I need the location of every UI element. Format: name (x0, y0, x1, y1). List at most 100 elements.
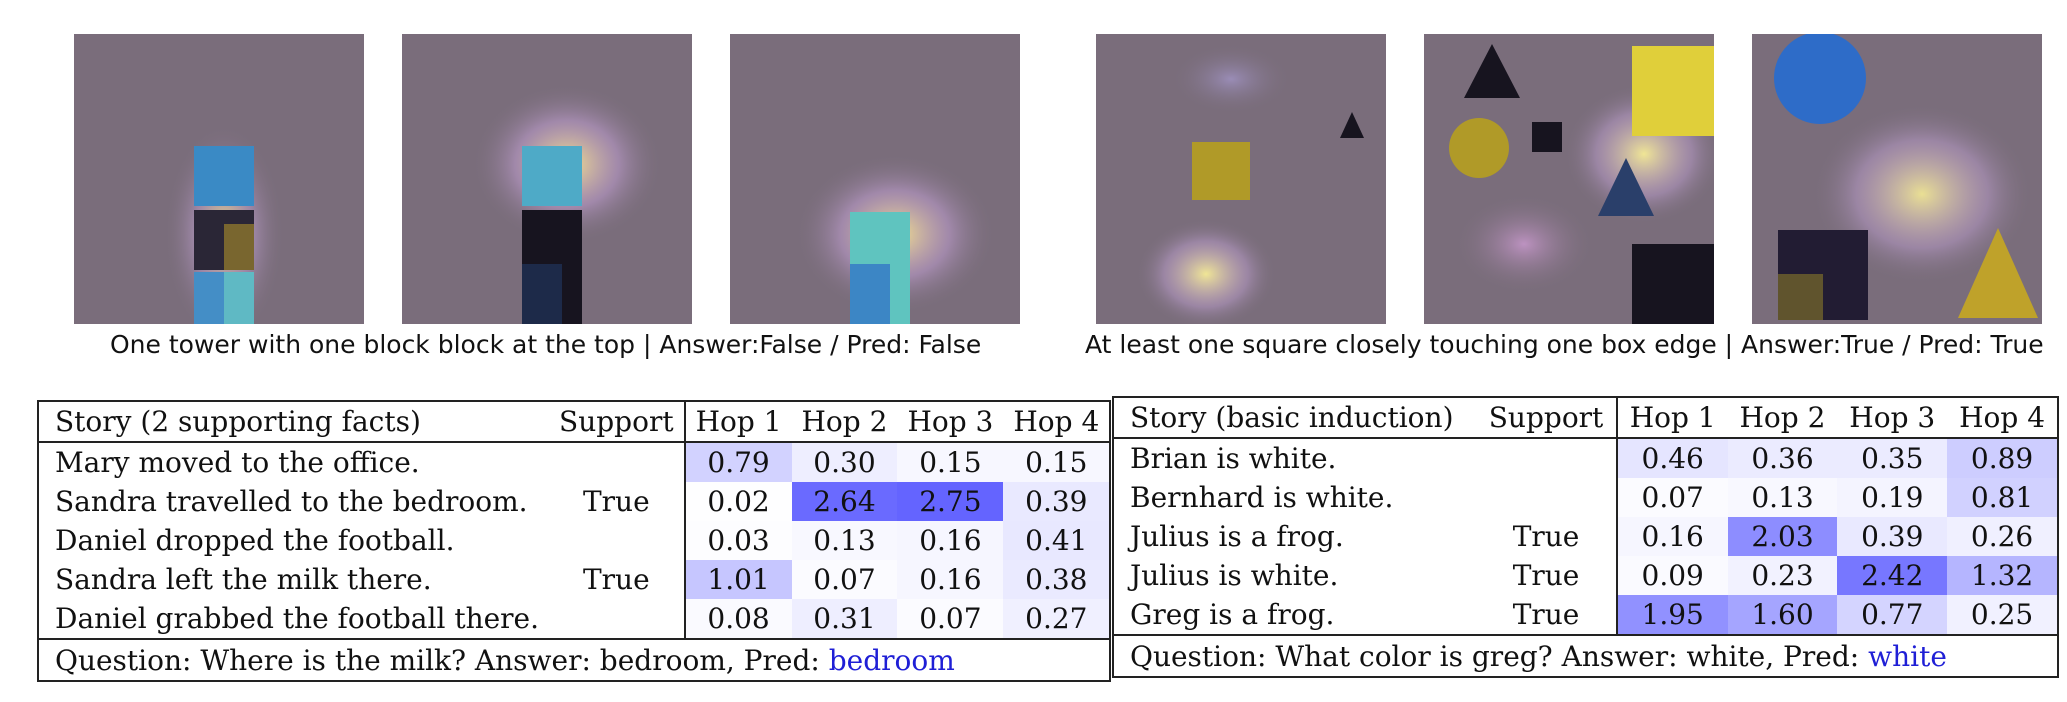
hop-cell: 1.95 (1615, 595, 1728, 635)
attention-panel-right-1 (1096, 34, 1386, 324)
support-cell (549, 442, 685, 482)
table-right: Story (basic induction) Support Hop 1 Ho… (1112, 396, 2059, 678)
hop-cell: 2.64 (791, 482, 898, 521)
header-support: Support (549, 401, 685, 443)
question-cell: Question: What color is greg? Answer: wh… (1113, 634, 2058, 677)
hop-cell: 0.09 (1615, 556, 1728, 595)
hop-cell: 0.19 (1837, 478, 1948, 517)
table-row: Sandra left the milk there. True 1.01 0.… (38, 560, 1111, 599)
hop-cell: 0.16 (897, 521, 1004, 560)
table-left: Story (2 supporting facts) Support Hop 1… (37, 400, 1112, 682)
attention-panel-right-3 (1752, 34, 2042, 324)
table-row: Daniel grabbed the football there. 0.08 … (38, 599, 1111, 639)
table-row: Daniel dropped the football. 0.03 0.13 0… (38, 521, 1111, 560)
story-cell: Julius is a frog. (1130, 520, 1344, 553)
header-hop-4: Hop 4 (1003, 401, 1111, 443)
story-cell: Bernhard is white. (1130, 481, 1394, 514)
prediction-text: bedroom (828, 643, 955, 677)
header-story: Story (basic induction) (1113, 397, 1477, 439)
question-row: Question: What color is greg? Answer: wh… (1113, 634, 2058, 677)
hop-cell: 0.25 (1947, 595, 2058, 635)
hop-cell: 0.81 (1947, 478, 2058, 517)
hop-cell: 0.77 (1837, 595, 1948, 635)
caption-left: One tower with one block block at the to… (110, 330, 982, 359)
hop-cell: 0.15 (1003, 442, 1111, 482)
header-story: Story (2 supporting facts) (38, 401, 550, 443)
hop-cell: 2.03 (1727, 517, 1838, 556)
hop-cell: 0.79 (683, 442, 792, 482)
prediction-text: white (1868, 639, 1947, 673)
hop-cell: 0.23 (1727, 556, 1838, 595)
story-cell: Julius is white. (1130, 559, 1339, 592)
hop-cell: 0.39 (1837, 517, 1948, 556)
header-hop-1: Hop 1 (1615, 397, 1728, 439)
header-hop-2: Hop 2 (1727, 397, 1838, 439)
hop-cell: 1.01 (683, 560, 792, 599)
attention-panel-right-2 (1424, 34, 1714, 324)
hop-cell: 0.39 (1003, 482, 1111, 521)
hop-cell: 0.15 (897, 442, 1004, 482)
table-header: Story (2 supporting facts) Support Hop 1… (38, 401, 1111, 443)
support-cell (1476, 438, 1617, 478)
hop-cell: 0.27 (1003, 599, 1111, 639)
attention-panel-left-3 (730, 34, 1020, 324)
hop-cell: 0.02 (683, 482, 792, 521)
table-row: Julius is white. True 0.09 0.23 2.42 1.3… (1113, 556, 2058, 595)
story-cell: Sandra travelled to the bedroom. (55, 485, 528, 518)
story-cell: Brian is white. (1130, 442, 1337, 475)
story-cell: Greg is a frog. (1130, 598, 1335, 631)
header-hop-1: Hop 1 (683, 401, 792, 443)
hop-cell: 0.08 (683, 599, 792, 639)
hop-cell: 0.07 (1615, 478, 1728, 517)
support-cell (549, 521, 685, 560)
header-hop-3: Hop 3 (1837, 397, 1948, 439)
question-row: Question: Where is the milk? Answer: bed… (38, 638, 1111, 681)
hop-cell: 0.16 (1615, 517, 1728, 556)
hop-cell: 0.07 (791, 560, 898, 599)
support-cell: True (1512, 598, 1580, 631)
story-cell: Daniel dropped the football. (55, 524, 455, 557)
hop-cell: 0.35 (1837, 438, 1948, 478)
attention-panel-left-1 (74, 34, 364, 324)
question-text: Question: Where is the milk? Answer: bed… (55, 643, 820, 677)
support-cell: True (1512, 559, 1580, 592)
hop-cell: 0.41 (1003, 521, 1111, 560)
header-hop-2: Hop 2 (791, 401, 898, 443)
support-cell (549, 599, 685, 639)
table-header: Story (basic induction) Support Hop 1 Ho… (1113, 397, 2058, 439)
support-cell: True (582, 563, 650, 596)
story-cell: Mary moved to the office. (55, 446, 420, 479)
table-row: Julius is a frog. True 0.16 2.03 0.39 0.… (1113, 517, 2058, 556)
hop-cell: 2.75 (897, 482, 1004, 521)
table-row: Sandra travelled to the bedroom. True 0.… (38, 482, 1111, 521)
support-cell (1476, 478, 1617, 517)
attention-panel-left-2 (402, 34, 692, 324)
header-support: Support (1476, 397, 1617, 439)
hop-cell: 0.26 (1947, 517, 2058, 556)
hop-cell: 0.30 (791, 442, 898, 482)
question-text: Question: What color is greg? Answer: wh… (1130, 639, 1860, 673)
hop-cell: 0.38 (1003, 560, 1111, 599)
hop-cell: 0.46 (1615, 438, 1728, 478)
hop-cell: 1.60 (1727, 595, 1838, 635)
hop-cell: 0.07 (897, 599, 1004, 639)
hop-cell: 1.32 (1947, 556, 2058, 595)
hop-cell: 0.89 (1947, 438, 2058, 478)
table-row: Greg is a frog. True 1.95 1.60 0.77 0.25 (1113, 595, 2058, 635)
hop-cell: 0.36 (1727, 438, 1838, 478)
support-cell: True (1512, 520, 1580, 553)
hop-cell: 0.31 (791, 599, 898, 639)
header-hop-4: Hop 4 (1947, 397, 2058, 439)
hop-cell: 0.13 (1727, 478, 1838, 517)
story-cell: Daniel grabbed the football there. (55, 602, 540, 635)
hop-cell: 2.42 (1837, 556, 1948, 595)
hop-cell: 0.16 (897, 560, 1004, 599)
table-row: Mary moved to the office. 0.79 0.30 0.15… (38, 442, 1111, 482)
story-cell: Sandra left the milk there. (55, 563, 432, 596)
caption-right: At least one square closely touching one… (1085, 330, 2044, 359)
support-cell: True (582, 485, 650, 518)
hop-cell: 0.03 (683, 521, 792, 560)
header-hop-3: Hop 3 (897, 401, 1004, 443)
table-row: Bernhard is white. 0.07 0.13 0.19 0.81 (1113, 478, 2058, 517)
table-row: Brian is white. 0.46 0.36 0.35 0.89 (1113, 438, 2058, 478)
